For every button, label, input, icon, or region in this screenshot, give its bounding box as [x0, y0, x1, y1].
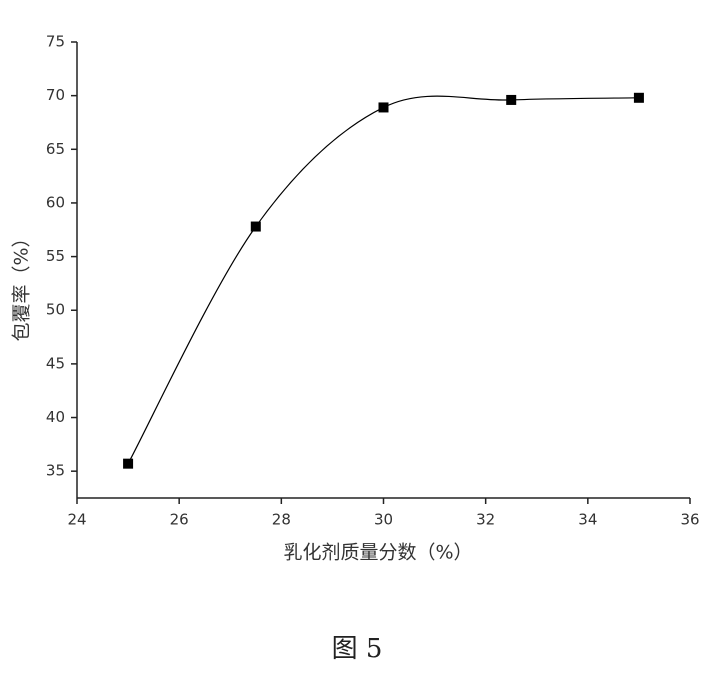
line [127, 95, 639, 464]
caption: 图 5 [332, 634, 383, 664]
y-tick-label: 45 [46, 354, 65, 372]
x-tick-label: 36 [680, 511, 699, 529]
x-tick-label: 28 [272, 511, 291, 529]
marker [633, 92, 644, 103]
marker [250, 221, 261, 232]
marker [506, 94, 517, 105]
y-axis-label: 包覆率（%） [11, 228, 33, 341]
y-tick-label: 50 [46, 301, 65, 319]
x-tick-label: 24 [67, 511, 86, 529]
y-tick-label: 40 [46, 408, 65, 426]
x-axis-label: 乳化剂质量分数（%） [283, 542, 472, 564]
x-tick-label: 34 [578, 511, 597, 529]
y-tick-label: 60 [46, 193, 65, 211]
y-tick-label: 55 [46, 247, 65, 265]
y-tick-label: 65 [46, 140, 65, 158]
y-tick-label: 75 [46, 33, 65, 51]
x-tick-label: 30 [374, 511, 393, 529]
marker [378, 102, 389, 113]
x-tick-label: 26 [170, 511, 189, 529]
x-tick-label: 32 [476, 511, 495, 529]
y-tick-label: 35 [46, 462, 65, 480]
marker [123, 458, 134, 469]
y-tick-label: 70 [46, 86, 65, 104]
